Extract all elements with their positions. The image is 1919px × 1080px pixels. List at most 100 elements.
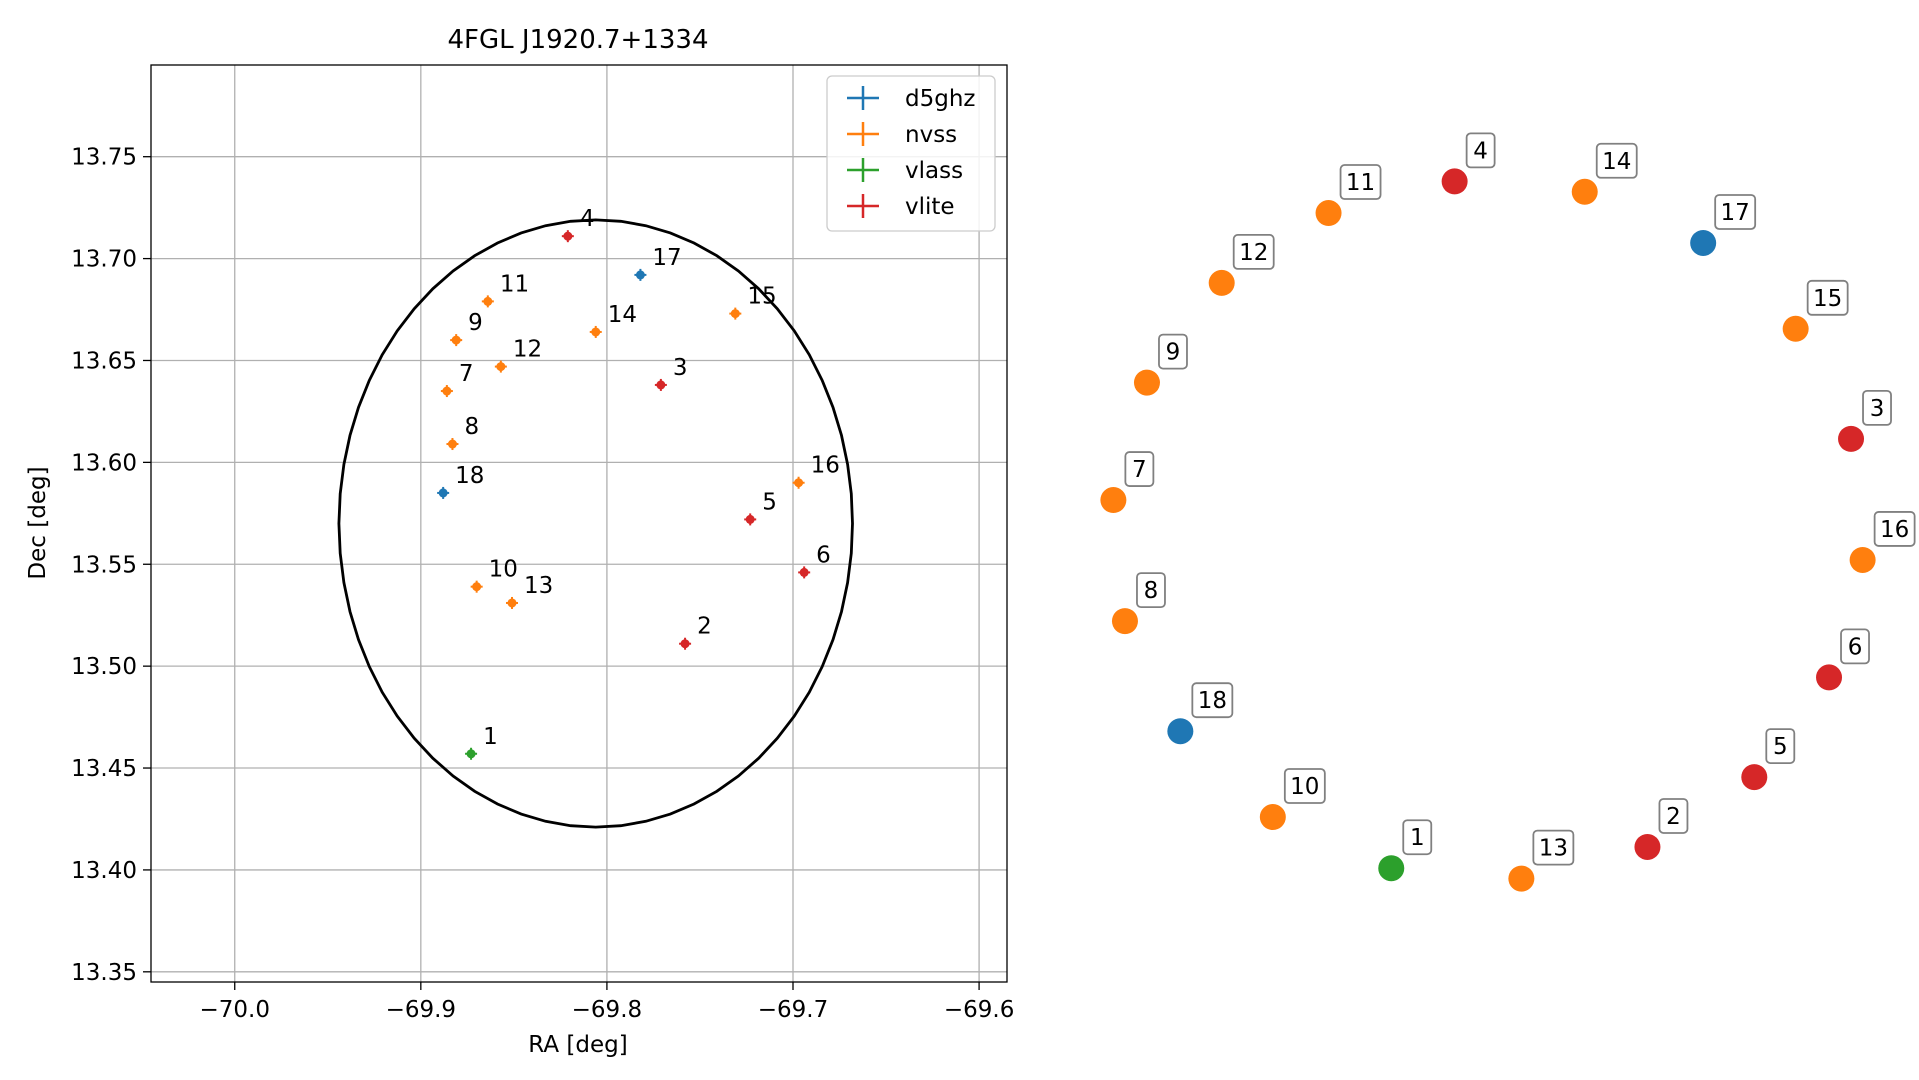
error-ellipse [337,218,854,829]
node-marker [1441,168,1468,195]
node-label-box [1124,451,1155,487]
point-label: 2 [697,614,712,640]
node-label: 18 [1198,688,1227,714]
node-label-box [1840,628,1870,665]
data-point-nvss: 8 [446,414,479,451]
node-label: 13 [1539,836,1568,862]
legend: d5ghz nvss vlass vlite [826,75,996,232]
x-tick-label: −69.6 [944,997,1014,1023]
data-point-nvss: 11 [481,271,529,308]
node-label: 1 [1410,825,1425,851]
legend-label: vlite [905,194,955,220]
node-vlite: 6 [1816,628,1870,691]
marker [799,567,809,577]
legend-item-d5ghz: d5ghz [847,86,975,112]
node-nvss: 13 [1508,829,1575,892]
node-marker [1508,865,1535,892]
node-marker [1849,546,1876,573]
y-tick-label: 13.75 [71,145,137,171]
node-nvss: 10 [1259,768,1326,831]
data-point-vlite: 5 [744,489,777,526]
point-label: 3 [673,355,688,381]
y-tick-label: 13.60 [71,450,137,476]
node-label: 6 [1848,634,1863,660]
x-tick-label: −70.0 [199,997,269,1023]
node-marker [1315,200,1342,227]
marker [483,296,493,306]
node-vlite: 2 [1634,798,1689,860]
node-vlite: 5 [1741,728,1796,791]
data-point-nvss: 15 [729,284,777,320]
marker [591,327,601,337]
node-nvss: 14 [1571,142,1638,205]
node-label: 17 [1721,200,1750,226]
node-label: 16 [1880,517,1909,543]
x-axis-label: RA [deg] [528,1032,627,1058]
marker [794,478,804,488]
node-label-box [1532,829,1575,866]
marker [447,439,457,449]
y-tick-label: 13.65 [71,348,137,374]
node-label-box [1232,234,1275,270]
data-point-nvss: 12 [494,337,542,373]
point-label: 4 [580,206,595,232]
point-label: 12 [513,337,542,363]
marker [466,749,476,759]
data-point-vlite: 3 [654,355,688,391]
marker [635,270,645,280]
plot-frame [150,64,1008,983]
point-label: 17 [652,245,681,271]
node-nvss: 16 [1849,511,1916,573]
node-nvss: 11 [1315,164,1382,227]
y-tick-label: 13.55 [71,552,137,578]
node-marker [1838,425,1865,452]
node-label: 2 [1666,804,1681,830]
marker [656,380,666,390]
marker [563,231,573,241]
node-marker [1782,315,1809,342]
y-tick-label: 13.45 [71,756,137,782]
data-point-nvss: 16 [792,453,840,489]
node-marker [1634,833,1661,860]
node-label-box [1402,819,1433,856]
data-point-vlass: 1 [465,724,498,760]
data-point-nvss: 13 [506,573,553,609]
node-label-box [1136,572,1166,609]
axis-ticks: −70.0 −69.9 −69.8 −69.7 −69.6 13.35 13.40 13.45… [71,145,1014,1023]
y-tick-label: 13.35 [71,960,137,986]
data-point-vlite: 4 [561,206,595,243]
marker [507,598,517,608]
node-marker [1100,487,1127,514]
legend-label: vlass [905,158,963,184]
node-marker [1111,608,1138,635]
point-label: 15 [747,284,776,310]
point-label: 5 [762,489,777,515]
marker [438,488,448,498]
legend-item-vlite: vlite [847,194,955,220]
node-nvss: 12 [1208,234,1275,296]
node-marker [1816,664,1843,691]
node-d5ghz: 18 [1167,682,1234,745]
x-tick-label: −69.8 [572,997,642,1023]
node-marker [1690,229,1717,256]
legend-item-nvss: nvss [847,122,957,148]
marker [442,386,452,396]
point-label: 13 [524,573,553,599]
node-marker [1133,369,1160,396]
node-nvss: 15 [1782,279,1849,342]
node-vlite: 3 [1838,389,1892,452]
marker [730,309,740,319]
legend-box [826,75,996,232]
data-point-d5ghz: 18 [437,463,484,499]
point-label: 7 [459,361,474,387]
node-label-box [1191,682,1234,719]
node-label: 5 [1773,734,1788,760]
data-point-nvss: 10 [470,557,518,593]
marker [451,335,461,345]
data-point-nvss: 9 [450,310,483,347]
data-point-nvss: 7 [440,361,474,398]
marker [496,362,506,372]
node-label: 15 [1813,286,1842,312]
